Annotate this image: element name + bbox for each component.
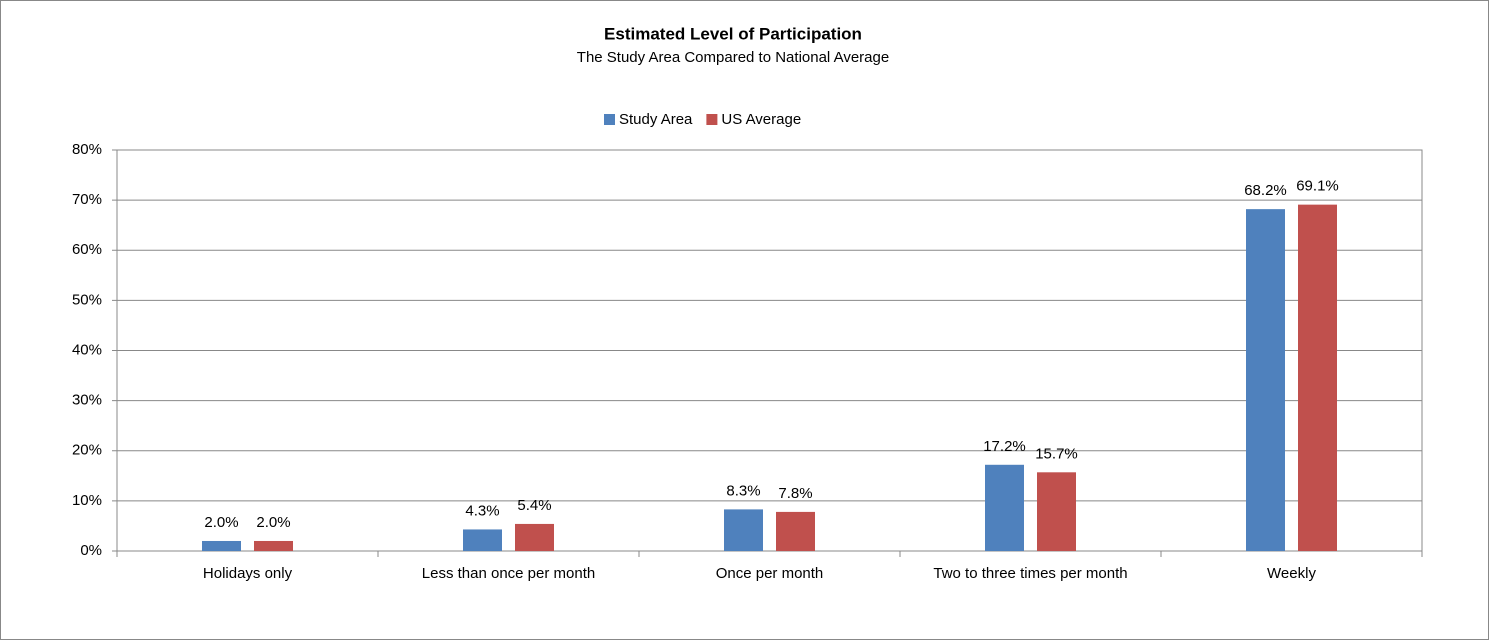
- data-label: 2.0%: [204, 514, 238, 531]
- x-tick-label: Weekly: [1267, 565, 1316, 582]
- bar: [202, 540, 241, 551]
- y-tick-label: 10%: [72, 492, 102, 509]
- data-label: 8.3%: [726, 482, 760, 499]
- x-tick-label-box: Weekly: [1267, 565, 1316, 582]
- data-label: 15.7%: [1035, 445, 1078, 462]
- data-label: 7.8%: [778, 485, 812, 502]
- x-tick-label: Holidays only: [202, 565, 293, 582]
- bar: [1246, 209, 1285, 551]
- y-tick-label: 70%: [72, 191, 102, 208]
- x-tick-label-box: Less than once per month: [421, 565, 596, 582]
- x-tick-label: Once per month: [715, 565, 824, 582]
- y-tick-label: 30%: [72, 392, 102, 409]
- bar: [1298, 204, 1337, 552]
- y-tick-label: 0%: [80, 542, 102, 559]
- bar: [254, 540, 293, 551]
- data-label: 69.1%: [1296, 178, 1339, 195]
- y-tick-label: 40%: [72, 341, 102, 358]
- data-label: 5.4%: [517, 497, 551, 514]
- x-tick-label-box: Two to three times per month: [933, 565, 1128, 582]
- legend-swatch: [706, 114, 718, 125]
- x-tick-label-box: Once per month: [715, 565, 824, 582]
- bar: [515, 523, 554, 551]
- bar: [985, 464, 1024, 551]
- x-tick-label: Less than once per month: [421, 565, 596, 582]
- legend-label: US Average: [721, 111, 801, 128]
- y-tick-label: 80%: [72, 141, 102, 158]
- chart-subtitle: The Study Area Compared to National Aver…: [577, 49, 889, 66]
- bar: [724, 509, 763, 551]
- y-tick-label: 60%: [72, 241, 102, 258]
- data-label: 4.3%: [465, 502, 499, 519]
- legend-swatch: [604, 114, 615, 125]
- bar: [463, 529, 502, 551]
- x-tick-label-box: Holidays only: [202, 565, 293, 582]
- x-tick-label: Two to three times per month: [933, 565, 1128, 582]
- data-label: 68.2%: [1244, 182, 1287, 199]
- y-tick-label: 50%: [72, 291, 102, 308]
- bar: [776, 511, 815, 551]
- data-label: 17.2%: [983, 438, 1026, 455]
- y-tick-label: 20%: [72, 442, 102, 459]
- bar: [1037, 472, 1076, 551]
- data-label: 2.0%: [256, 514, 290, 531]
- legend-label: Study Area: [619, 111, 693, 128]
- chart-title: Estimated Level of Participation: [604, 24, 862, 43]
